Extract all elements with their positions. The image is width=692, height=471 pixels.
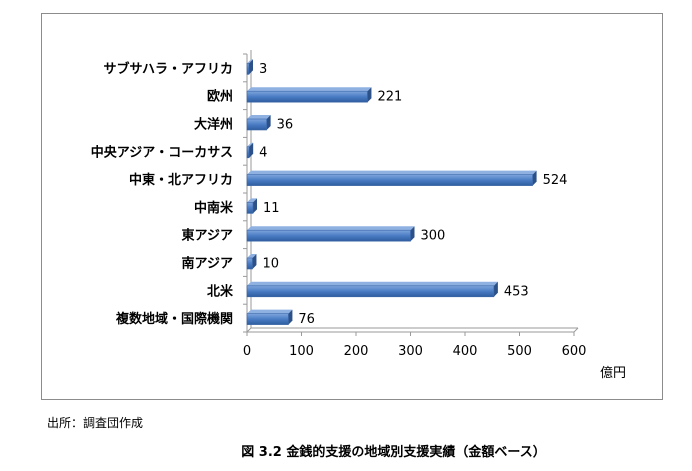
x-tick-label: 600 <box>562 344 587 359</box>
x-tick-label: 500 <box>507 344 532 359</box>
figure-caption: 図 3.2 金銭的支援の地域別支援実績（金額ベース） <box>241 445 546 460</box>
x-tick-label: 0 <box>243 344 251 359</box>
bar <box>246 59 253 75</box>
bar <box>246 226 415 242</box>
x-unit-label: 億円 <box>600 365 626 381</box>
data-label: 4 <box>259 145 267 160</box>
bar <box>246 281 498 298</box>
category-label: 東アジア <box>182 228 233 244</box>
data-label: 11 <box>263 201 280 216</box>
category-label: 北米 <box>207 283 234 299</box>
x-tick-label: 100 <box>289 344 314 359</box>
category-label: 大洋州 <box>194 117 233 133</box>
bar-chart: サブサハラ・アフリカ 3 欧州 221 大洋州 36 中央アジア・コーカサス 4 中東・北アフリ… <box>91 50 626 381</box>
bar-series <box>246 59 537 325</box>
data-label: 300 <box>421 229 446 244</box>
data-label: 221 <box>377 90 402 105</box>
data-label: 10 <box>262 257 279 272</box>
bar <box>246 198 257 214</box>
chart-frame: サブサハラ・アフリカ 3 欧州 221 大洋州 36 中央アジア・コーカサス 4 中東・北アフリ… <box>41 13 663 400</box>
bar <box>246 115 271 131</box>
category-label: サブサハラ・アフリカ <box>104 61 233 77</box>
bar <box>246 142 254 159</box>
category-label: 中東・北アフリカ <box>129 172 233 188</box>
x-tick-label: 400 <box>453 344 478 359</box>
x-tick-label: 200 <box>344 344 369 359</box>
category-label: 中南米 <box>194 200 234 216</box>
bar <box>246 309 293 325</box>
data-label: 76 <box>298 312 315 327</box>
bar <box>246 170 537 186</box>
category-label: 欧州 <box>207 89 233 105</box>
bar <box>246 87 372 103</box>
data-label: 36 <box>277 118 294 133</box>
bar <box>246 254 257 270</box>
source-note: 出所：調査団作成 <box>47 416 144 430</box>
data-label: 524 <box>543 173 568 188</box>
data-label: 453 <box>504 284 529 299</box>
category-label: 複数地域・国際機関 <box>115 311 233 327</box>
x-tick-labels: 0 100 200 300 400 500 600 <box>243 344 587 359</box>
data-label: 3 <box>259 62 267 77</box>
x-tick-label: 300 <box>398 344 423 359</box>
category-labels: サブサハラ・アフリカ 3 欧州 221 大洋州 36 中央アジア・コーカサス 4 中東・北アフリ… <box>91 61 568 327</box>
category-label: 南アジア <box>182 256 233 272</box>
category-label: 中央アジア・コーカサス <box>91 144 233 160</box>
